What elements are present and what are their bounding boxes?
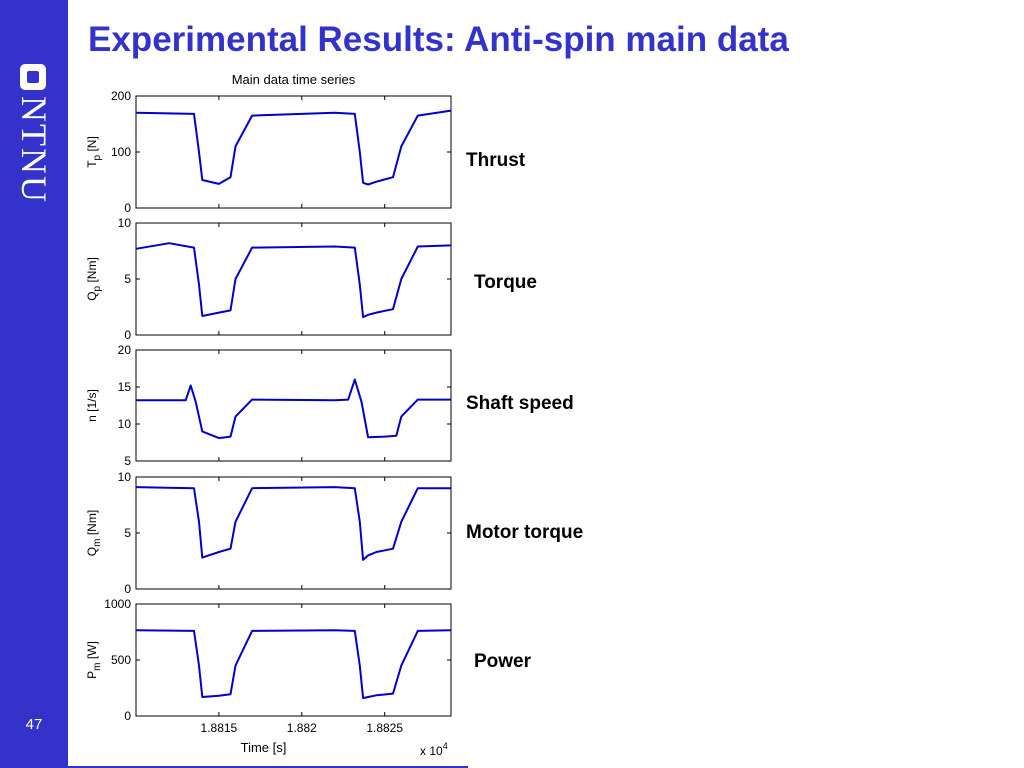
y-tick-label: 100	[111, 145, 131, 159]
series-line-1	[135, 242, 452, 319]
panel-frame-2	[135, 349, 452, 462]
y-label-base: P	[85, 671, 99, 679]
y-tick-label: 10	[118, 216, 132, 230]
x-multiplier-exponent: 4	[443, 741, 448, 751]
y-axis-label-4: Pm [W]	[85, 641, 103, 679]
y-tick-label: 10	[118, 470, 132, 484]
y-label-base: T	[85, 160, 99, 168]
slide-title: Experimental Results: Anti-spin main dat…	[88, 20, 789, 59]
x-tick-label: 1.8815	[201, 721, 238, 735]
y-label-base: Q	[85, 291, 99, 300]
y-tick-label: 200	[111, 89, 131, 103]
x-multiplier: x 104	[420, 741, 448, 758]
label-motor-torque: Motor torque	[466, 522, 584, 543]
y-label-subscript: m	[92, 662, 103, 670]
y-tick-label: 10	[118, 417, 132, 431]
y-tick-label: 500	[111, 653, 131, 667]
bottom-rule	[68, 766, 468, 768]
y-axis-label-2: n [1/s]	[85, 389, 99, 422]
y-label-unit: [N]	[85, 136, 99, 155]
series-line-0	[135, 109, 452, 186]
y-tick-label: 0	[124, 582, 131, 596]
panel-frame-3	[135, 476, 452, 590]
logo-text: NTNU	[14, 96, 54, 204]
ntnu-logo-icon	[20, 64, 46, 90]
y-label-unit: [1/s]	[85, 389, 99, 415]
page-number: 47	[25, 716, 43, 733]
y-tick-label: 20	[118, 343, 132, 357]
label-power: Power	[474, 651, 532, 672]
y-tick-label: 15	[118, 380, 132, 394]
y-tick-label: 5	[124, 272, 131, 286]
x-multiplier-base: x 10	[420, 744, 443, 758]
series-line-4	[135, 629, 452, 700]
y-axis-label-1: Qp [Nm]	[85, 257, 103, 301]
y-label-unit: [W]	[85, 641, 99, 662]
series-line-2	[136, 378, 451, 440]
label-torque: Torque	[474, 272, 537, 293]
label-shaft-speed: Shaft speed	[466, 393, 574, 414]
y-tick-label: 1000	[104, 597, 131, 611]
y-tick-label: 5	[124, 454, 131, 468]
x-tick-label: 1.8825	[366, 721, 403, 735]
y-label-unit: [Nm]	[85, 257, 99, 286]
y-label-subscript: p	[92, 285, 103, 291]
y-label-subscript: m	[92, 538, 103, 546]
y-axis-label-3: Qm [Nm]	[85, 510, 103, 556]
y-label-subscript: p	[92, 154, 103, 160]
sidebar: NTNU 47	[0, 0, 68, 768]
x-axis-label: Time [s]	[241, 740, 287, 755]
label-thrust: Thrust	[466, 150, 526, 171]
x-tick-label: 1.882	[287, 721, 317, 735]
y-tick-label: 0	[124, 328, 131, 342]
y-label-unit: [Nm]	[85, 510, 99, 539]
y-tick-label: 0	[124, 709, 131, 723]
chart-title: Main data time series	[232, 72, 356, 87]
panel-frame-1	[135, 222, 452, 336]
y-tick-label: 5	[124, 526, 131, 540]
y-axis-label-0: Tp [N]	[85, 136, 103, 168]
y-label-base: n	[85, 415, 99, 422]
y-tick-label: 0	[124, 201, 131, 215]
series-line-3	[135, 486, 451, 561]
y-label-base: Q	[85, 547, 99, 556]
